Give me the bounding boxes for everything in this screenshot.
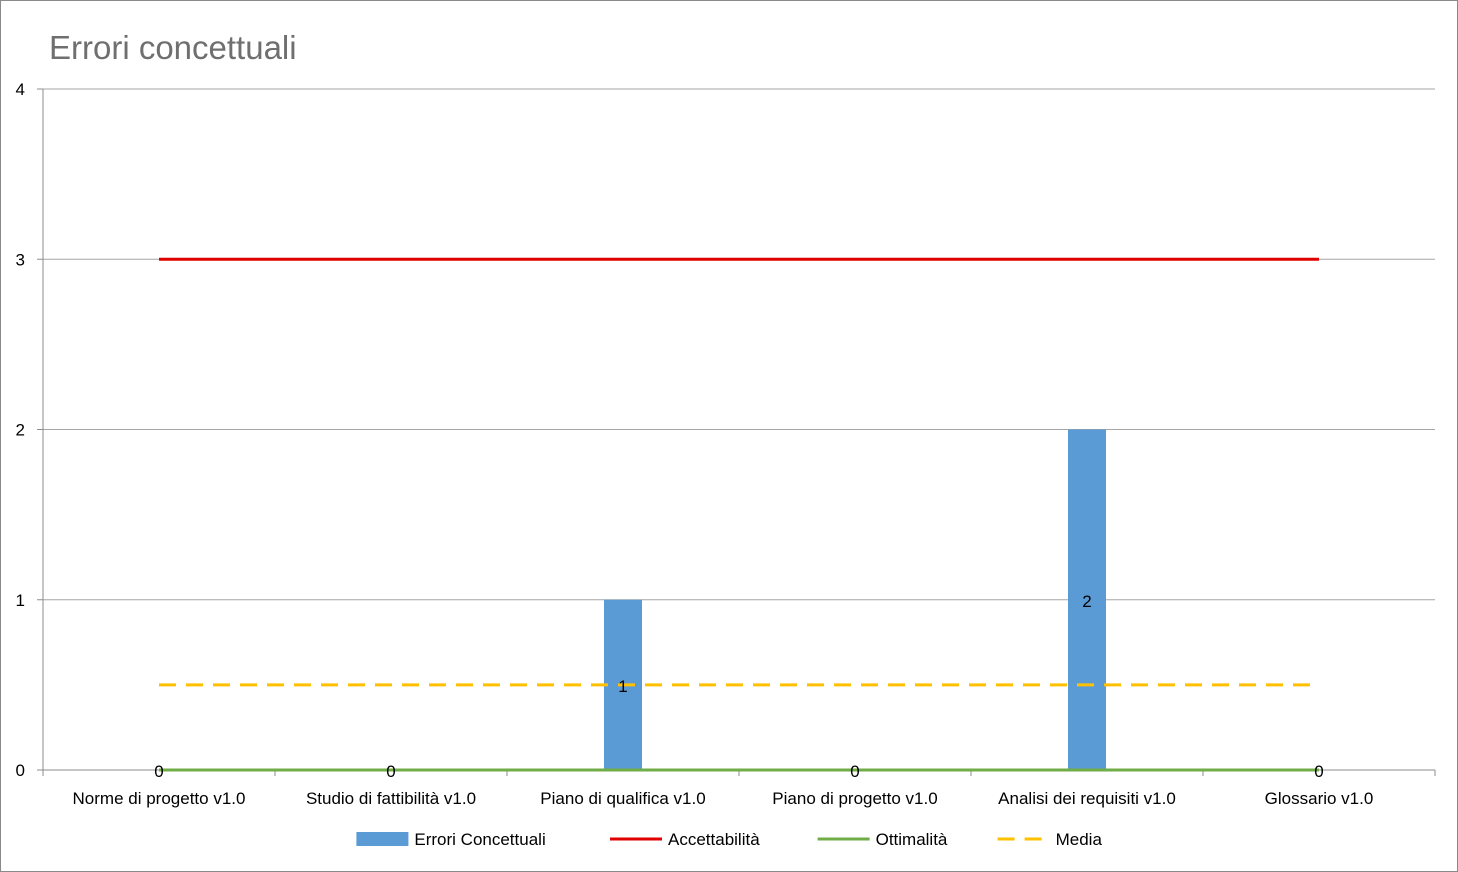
y-tick-label: 4 — [16, 80, 25, 99]
data-label: 2 — [1082, 592, 1091, 611]
x-tick-label: Piano di progetto v1.0 — [772, 789, 937, 808]
data-label: 0 — [154, 762, 163, 781]
legend-swatch — [356, 832, 409, 846]
x-tick-label: Norme di progetto v1.0 — [73, 789, 246, 808]
y-tick-label: 0 — [16, 761, 25, 780]
data-label: 0 — [850, 762, 859, 781]
chart-title: Errori concettuali — [49, 29, 297, 66]
x-tick-label: Analisi dei requisiti v1.0 — [998, 789, 1176, 808]
data-label: 0 — [386, 762, 395, 781]
y-tick-label: 1 — [16, 591, 25, 610]
bar — [1068, 429, 1106, 770]
data-label: 1 — [618, 677, 627, 696]
x-tick-label: Studio di fattibilità v1.0 — [306, 789, 476, 808]
y-tick-label: 3 — [16, 250, 25, 269]
legend-label: Errori Concettuali — [414, 830, 545, 849]
legend-label: Accettabilità — [668, 830, 760, 849]
data-label: 0 — [1314, 762, 1323, 781]
legend-label: Ottimalità — [876, 830, 948, 849]
legend-label: Media — [1056, 830, 1103, 849]
x-tick-label: Glossario v1.0 — [1265, 789, 1374, 808]
y-tick-label: 2 — [16, 421, 25, 440]
x-tick-label: Piano di qualifica v1.0 — [540, 789, 705, 808]
